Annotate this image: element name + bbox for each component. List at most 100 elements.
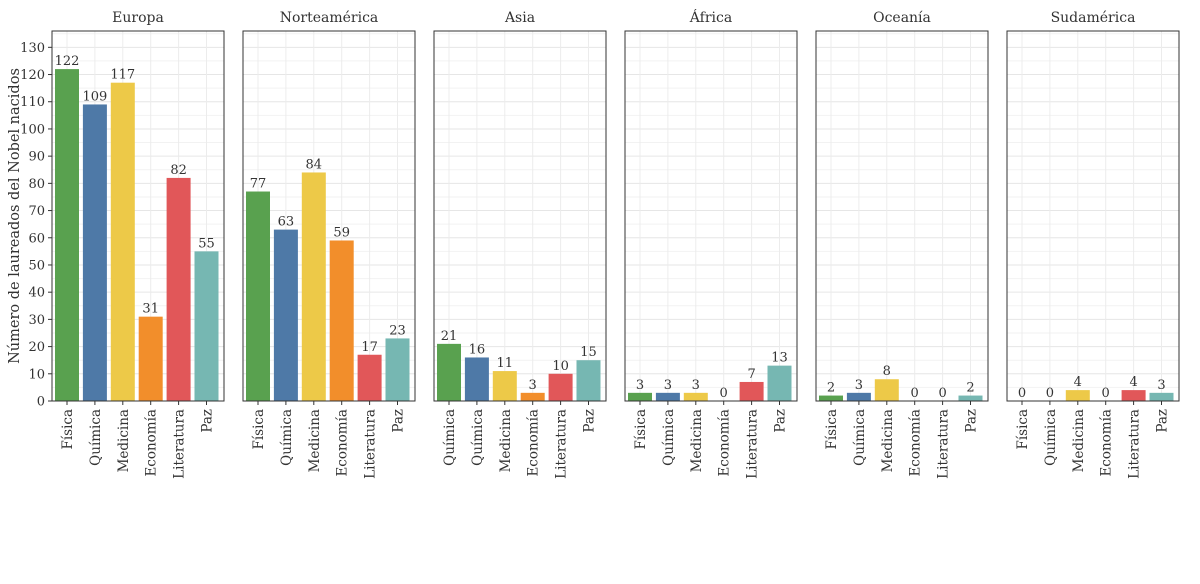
bar (767, 365, 792, 401)
x-category-label: Química (470, 409, 486, 466)
facet-panel-border (1006, 30, 1180, 402)
bar (1149, 392, 1174, 401)
bar-value-label: 3 (692, 378, 700, 393)
bar-value-label: 7 (747, 367, 755, 382)
bar (958, 395, 983, 401)
y-tick-label: 20 (28, 340, 45, 355)
y-tick-label: 50 (28, 258, 45, 273)
x-category-label: Medicina (1071, 409, 1087, 472)
bar (464, 357, 489, 401)
bar (492, 371, 517, 401)
x-category-label: Literatura (936, 409, 952, 479)
y-tick-label: 30 (28, 313, 45, 328)
facet-panel-border (51, 30, 225, 402)
bar (1065, 390, 1090, 401)
x-category-label: Economía (526, 409, 542, 477)
bar (246, 191, 270, 401)
y-axis-title: Número de laureados del Nobel nacidos (7, 68, 23, 364)
bar (301, 172, 326, 401)
bar-value-label: 0 (1018, 386, 1026, 401)
y-tick-label: 60 (28, 231, 45, 246)
facet-title: Sudamérica (1051, 10, 1136, 26)
x-category-label: Física (633, 409, 649, 450)
bar-value-label: 11 (497, 356, 514, 371)
bar (874, 379, 899, 401)
bar-value-label: 55 (198, 236, 215, 251)
x-category-label: Paz (964, 409, 980, 433)
y-tick-label: 90 (28, 150, 45, 165)
x-category-label: Química (279, 409, 295, 466)
bar-value-label: 10 (552, 359, 569, 374)
facet-panel-border (624, 30, 798, 402)
bar (1121, 390, 1146, 401)
bar (110, 82, 135, 402)
bar-value-label: 84 (306, 157, 323, 172)
bar-value-label: 21 (441, 329, 458, 344)
bar (520, 392, 545, 401)
bar-value-label: 3 (529, 378, 537, 393)
bar-value-label: 2 (827, 381, 835, 396)
y-tick-label: 10 (28, 367, 45, 382)
bar-value-label: 0 (938, 386, 946, 401)
x-category-label: Economía (908, 409, 924, 477)
bar (329, 240, 354, 401)
bar (138, 316, 163, 401)
x-category-label: Paz (773, 409, 789, 433)
bar-value-label: 122 (55, 54, 80, 69)
facet-title: Oceanía (873, 10, 931, 26)
bar (82, 104, 107, 402)
y-tick-label: 120 (20, 68, 45, 83)
x-category-label: Literatura (363, 409, 379, 479)
x-category-label: Paz (582, 409, 598, 433)
bar-value-label: 3 (1157, 378, 1165, 393)
bar (437, 343, 461, 401)
x-category-label: Literatura (745, 409, 761, 479)
bar-value-label: 4 (1074, 375, 1082, 390)
bar-value-label: 82 (170, 163, 187, 178)
x-category-label: Medicina (880, 409, 896, 472)
bar (385, 338, 410, 401)
x-category-label: Medicina (116, 409, 132, 472)
bar-value-label: 13 (771, 351, 788, 366)
bar (166, 177, 191, 401)
x-category-label: Física (1015, 409, 1031, 450)
x-category-label: Paz (1155, 409, 1171, 433)
bar-value-label: 31 (142, 302, 159, 317)
x-category-label: Medicina (498, 409, 514, 472)
bar-value-label: 8 (883, 364, 891, 379)
facet-panel-border (242, 30, 416, 402)
bar-value-label: 63 (278, 215, 295, 230)
bar-value-label: 117 (110, 68, 135, 83)
bar-value-label: 16 (469, 342, 486, 357)
bar (739, 381, 764, 401)
bar (819, 395, 843, 401)
x-category-label: Física (824, 409, 840, 450)
x-category-label: Física (251, 409, 267, 450)
facet-panel-border (433, 30, 607, 402)
y-tick-label: 0 (37, 395, 45, 410)
bar (55, 69, 79, 402)
y-tick-label: 80 (28, 177, 45, 192)
bar-value-label: 0 (720, 386, 728, 401)
facet-title: Asia (504, 10, 535, 26)
bar-value-label: 0 (1046, 386, 1054, 401)
bar-value-label: 77 (250, 177, 267, 192)
bar (683, 392, 708, 401)
facet-title: África (689, 8, 732, 26)
x-category-label: Química (442, 409, 458, 466)
x-category-label: Economía (1099, 409, 1115, 477)
facet-panel-border (815, 30, 989, 402)
bar-value-label: 109 (82, 89, 107, 104)
bar-value-label: 3 (636, 378, 644, 393)
bar (628, 392, 652, 401)
x-category-label: Paz (200, 409, 216, 433)
x-category-label: Literatura (1127, 409, 1143, 479)
x-category-label: Medicina (689, 409, 705, 472)
y-tick-label: 70 (28, 204, 45, 219)
bar (273, 229, 298, 401)
bar-value-label: 4 (1129, 375, 1137, 390)
x-category-label: Paz (391, 409, 407, 433)
x-category-label: Economía (144, 409, 160, 477)
